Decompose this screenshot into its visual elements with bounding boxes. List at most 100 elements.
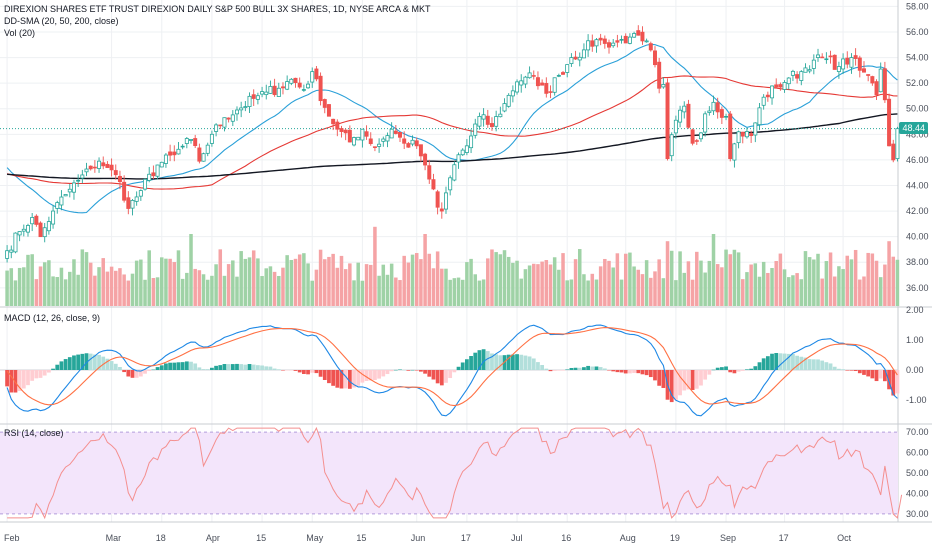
macd-histogram-bar bbox=[611, 370, 616, 372]
candle bbox=[335, 119, 340, 137]
candle-body bbox=[636, 30, 641, 36]
candle-body bbox=[168, 151, 173, 156]
candle bbox=[448, 175, 453, 196]
macd-histogram-bar bbox=[891, 370, 896, 396]
volume-bar bbox=[114, 270, 118, 306]
volume-bar bbox=[862, 276, 866, 306]
candle-body bbox=[682, 105, 687, 113]
volume-bar bbox=[431, 268, 436, 306]
volume-bar bbox=[757, 276, 762, 306]
candle bbox=[832, 54, 837, 70]
price-tick-label: 36.00 bbox=[906, 283, 929, 293]
candle-body bbox=[694, 140, 699, 142]
candle bbox=[117, 170, 122, 190]
candle bbox=[155, 164, 160, 180]
macd-histogram-bar bbox=[724, 366, 728, 370]
volume-bar bbox=[239, 251, 243, 306]
candle bbox=[226, 117, 231, 123]
macd-histogram-bar bbox=[849, 370, 854, 371]
candle bbox=[264, 84, 269, 100]
candle bbox=[138, 189, 143, 201]
volume-bar bbox=[277, 275, 281, 306]
volume-bar bbox=[281, 267, 285, 306]
macd-histogram-bar bbox=[364, 370, 369, 381]
macd-histogram-bar bbox=[465, 359, 469, 370]
volume-bar bbox=[486, 258, 490, 306]
candle-body bbox=[5, 250, 10, 259]
candle bbox=[561, 71, 566, 75]
macd-histogram-bar bbox=[519, 354, 524, 370]
volume-bar bbox=[101, 258, 105, 306]
macd-histogram-bar bbox=[469, 356, 473, 370]
macd-histogram-bar bbox=[694, 370, 699, 389]
candle-body bbox=[243, 106, 248, 108]
volume-bar bbox=[151, 277, 156, 306]
candle-body bbox=[126, 197, 131, 209]
macd-histogram-bar bbox=[506, 354, 511, 370]
macd-histogram-bar bbox=[807, 359, 812, 370]
candle-body bbox=[849, 57, 854, 68]
macd-histogram-bar bbox=[636, 370, 641, 374]
candle bbox=[882, 61, 887, 103]
macd-histogram-bar bbox=[180, 362, 185, 370]
volume-bar bbox=[444, 268, 448, 306]
candle bbox=[431, 173, 436, 191]
volume-bar bbox=[853, 249, 858, 306]
macd-histogram-bar bbox=[343, 370, 348, 389]
candle bbox=[347, 125, 352, 143]
candle bbox=[235, 106, 239, 121]
volume-bar bbox=[569, 279, 574, 306]
candle-body bbox=[335, 121, 340, 130]
candle-body bbox=[481, 114, 486, 120]
candle-body bbox=[214, 124, 219, 132]
volume-bar bbox=[511, 262, 515, 306]
macd-histogram-bar bbox=[770, 353, 774, 370]
candle-body bbox=[130, 200, 135, 209]
candle bbox=[377, 138, 382, 153]
candle-body bbox=[611, 42, 616, 47]
candle-body bbox=[122, 181, 127, 201]
candle-body bbox=[494, 116, 499, 127]
candle-body bbox=[197, 147, 202, 162]
volume-bar bbox=[607, 260, 611, 306]
volume-bar bbox=[260, 276, 264, 306]
candle bbox=[678, 105, 683, 128]
volume-bar bbox=[832, 276, 837, 306]
volume-bar bbox=[544, 260, 549, 306]
candle bbox=[297, 77, 302, 89]
volume-bar bbox=[874, 260, 879, 306]
macd-histogram-bar bbox=[356, 370, 361, 386]
candle-body bbox=[352, 137, 357, 146]
candle-body bbox=[318, 75, 323, 102]
macd-histogram-bar bbox=[151, 369, 156, 371]
candle-body bbox=[163, 154, 168, 164]
candle bbox=[820, 53, 825, 59]
macd-histogram-bar bbox=[653, 370, 657, 381]
volume-bar bbox=[669, 250, 674, 306]
candle-body bbox=[469, 135, 474, 149]
price-tick-label: 58.00 bbox=[906, 1, 929, 11]
macd-histogram-bar bbox=[602, 368, 607, 370]
volume-bar bbox=[644, 260, 649, 306]
candle bbox=[778, 82, 783, 91]
candle-body bbox=[134, 196, 139, 202]
volume-bar bbox=[5, 270, 9, 306]
candle-body bbox=[418, 144, 423, 157]
volume-bar bbox=[323, 259, 327, 306]
candle bbox=[356, 136, 361, 141]
candles bbox=[5, 25, 900, 263]
volume-bar bbox=[724, 249, 728, 306]
macd-histogram-bar bbox=[640, 370, 645, 375]
macd-histogram-bar bbox=[260, 365, 264, 370]
volume-bar bbox=[736, 252, 741, 306]
time-tick-label: Apr bbox=[206, 533, 220, 543]
macd-histogram-bar bbox=[853, 370, 858, 372]
candle-body bbox=[744, 131, 749, 138]
candle bbox=[565, 64, 570, 78]
candle-body bbox=[356, 136, 361, 141]
candle-body bbox=[540, 82, 545, 86]
macd-histogram-bar bbox=[857, 370, 862, 374]
macd-histogram-bar bbox=[297, 370, 302, 373]
macd-histogram-bar bbox=[803, 357, 808, 370]
